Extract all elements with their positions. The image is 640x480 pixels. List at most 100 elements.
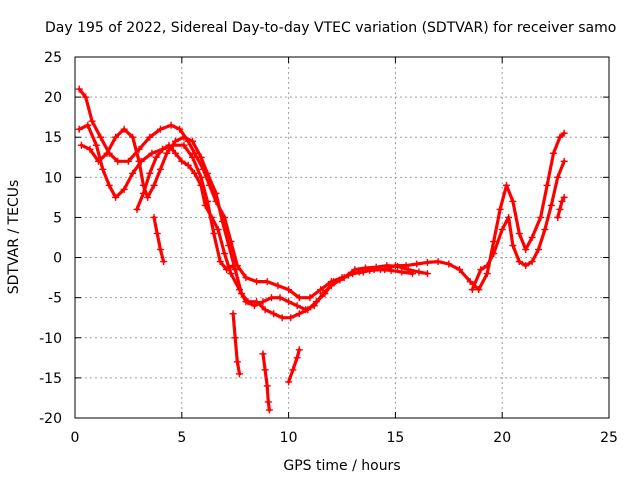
data-point (146, 169, 154, 177)
data-point (522, 262, 530, 270)
data-point (103, 149, 111, 157)
data-point (263, 382, 271, 390)
y-tick-label: 20 (44, 90, 62, 106)
series-track-8 (285, 346, 303, 386)
x-tick-label: 20 (493, 430, 511, 446)
data-point (287, 314, 295, 322)
data-point (129, 133, 137, 141)
data-point (265, 406, 273, 414)
data-point (268, 294, 276, 302)
data-point (150, 181, 158, 189)
data-point (129, 169, 137, 177)
data-point (278, 314, 286, 322)
data-point (253, 278, 261, 286)
data-point (144, 193, 152, 201)
chart-title: Day 195 of 2022, Sidereal Day-to-day VTE… (45, 20, 616, 36)
data-point (276, 294, 284, 302)
data-point (75, 85, 83, 93)
data-point (225, 242, 233, 250)
data-point (302, 306, 310, 314)
data-point (490, 238, 498, 246)
series-track-6 (229, 310, 243, 378)
data-point (293, 302, 301, 310)
data-point (165, 141, 173, 149)
data-point (415, 268, 423, 276)
data-point (434, 258, 442, 266)
data-point (541, 225, 549, 233)
data-point (160, 258, 168, 266)
data-point (509, 197, 517, 205)
data-point (355, 268, 363, 276)
data-point (156, 165, 164, 173)
data-point (502, 181, 510, 189)
data-point (99, 165, 107, 173)
data-point (543, 181, 551, 189)
data-point (88, 117, 96, 125)
data-point (285, 298, 293, 306)
data-point (82, 93, 90, 101)
series-track-7 (259, 350, 273, 414)
data-point (212, 189, 220, 197)
data-point (191, 149, 199, 157)
data-point (289, 366, 297, 374)
y-tick-label: 0 (53, 251, 62, 267)
data-point (178, 157, 186, 165)
series-line (556, 195, 566, 219)
data-point (167, 121, 175, 129)
data-point (549, 149, 557, 157)
data-point (120, 125, 128, 133)
data-point (231, 334, 239, 342)
data-point (176, 125, 184, 133)
y-tick-label: -5 (48, 291, 62, 307)
data-point (203, 169, 211, 177)
data-point (366, 266, 374, 274)
data-point (120, 185, 128, 193)
data-point (468, 286, 476, 294)
data-point (483, 262, 491, 270)
series-track-2 (75, 121, 237, 274)
data-point (114, 157, 122, 165)
data-point (336, 276, 344, 284)
data-point (327, 282, 335, 290)
data-point (413, 260, 421, 268)
data-point (146, 133, 154, 141)
data-point (376, 266, 384, 274)
data-point (97, 133, 105, 141)
data-point (197, 181, 205, 189)
data-point (344, 271, 352, 279)
data-point (171, 137, 179, 145)
data-point (197, 153, 205, 161)
data-point (310, 302, 318, 310)
y-tick-label: 15 (44, 130, 62, 146)
data-point (554, 213, 562, 221)
data-point (483, 270, 491, 278)
data-point (423, 258, 431, 266)
data-point (112, 193, 120, 201)
data-point (231, 266, 239, 274)
data-point (159, 145, 167, 153)
x-tick-label: 5 (177, 430, 186, 446)
data-point (214, 225, 222, 233)
data-point (180, 141, 188, 149)
data-point (210, 229, 218, 237)
plot-frame (74, 56, 610, 419)
data-point (229, 310, 237, 318)
data-point (94, 157, 102, 165)
series-line (287, 348, 301, 384)
data-point (233, 358, 241, 366)
data-point (306, 294, 314, 302)
data-point (208, 213, 216, 221)
data-point (560, 157, 568, 165)
data-point (188, 137, 196, 145)
axis-ticks: 0 5 10 15 20 25 25 20 15 10 5 0 -5 -10 -15 -20 (39, 50, 618, 446)
series-line (77, 123, 235, 272)
data-point (556, 205, 564, 213)
data-point (242, 298, 250, 306)
series-line (152, 215, 166, 264)
x-tick-label: 15 (386, 430, 404, 446)
x-tick-label: 0 (71, 430, 80, 446)
series-track-9 (468, 157, 568, 294)
series-track-4 (133, 141, 416, 314)
data-point (124, 157, 132, 165)
data-point (319, 290, 327, 298)
